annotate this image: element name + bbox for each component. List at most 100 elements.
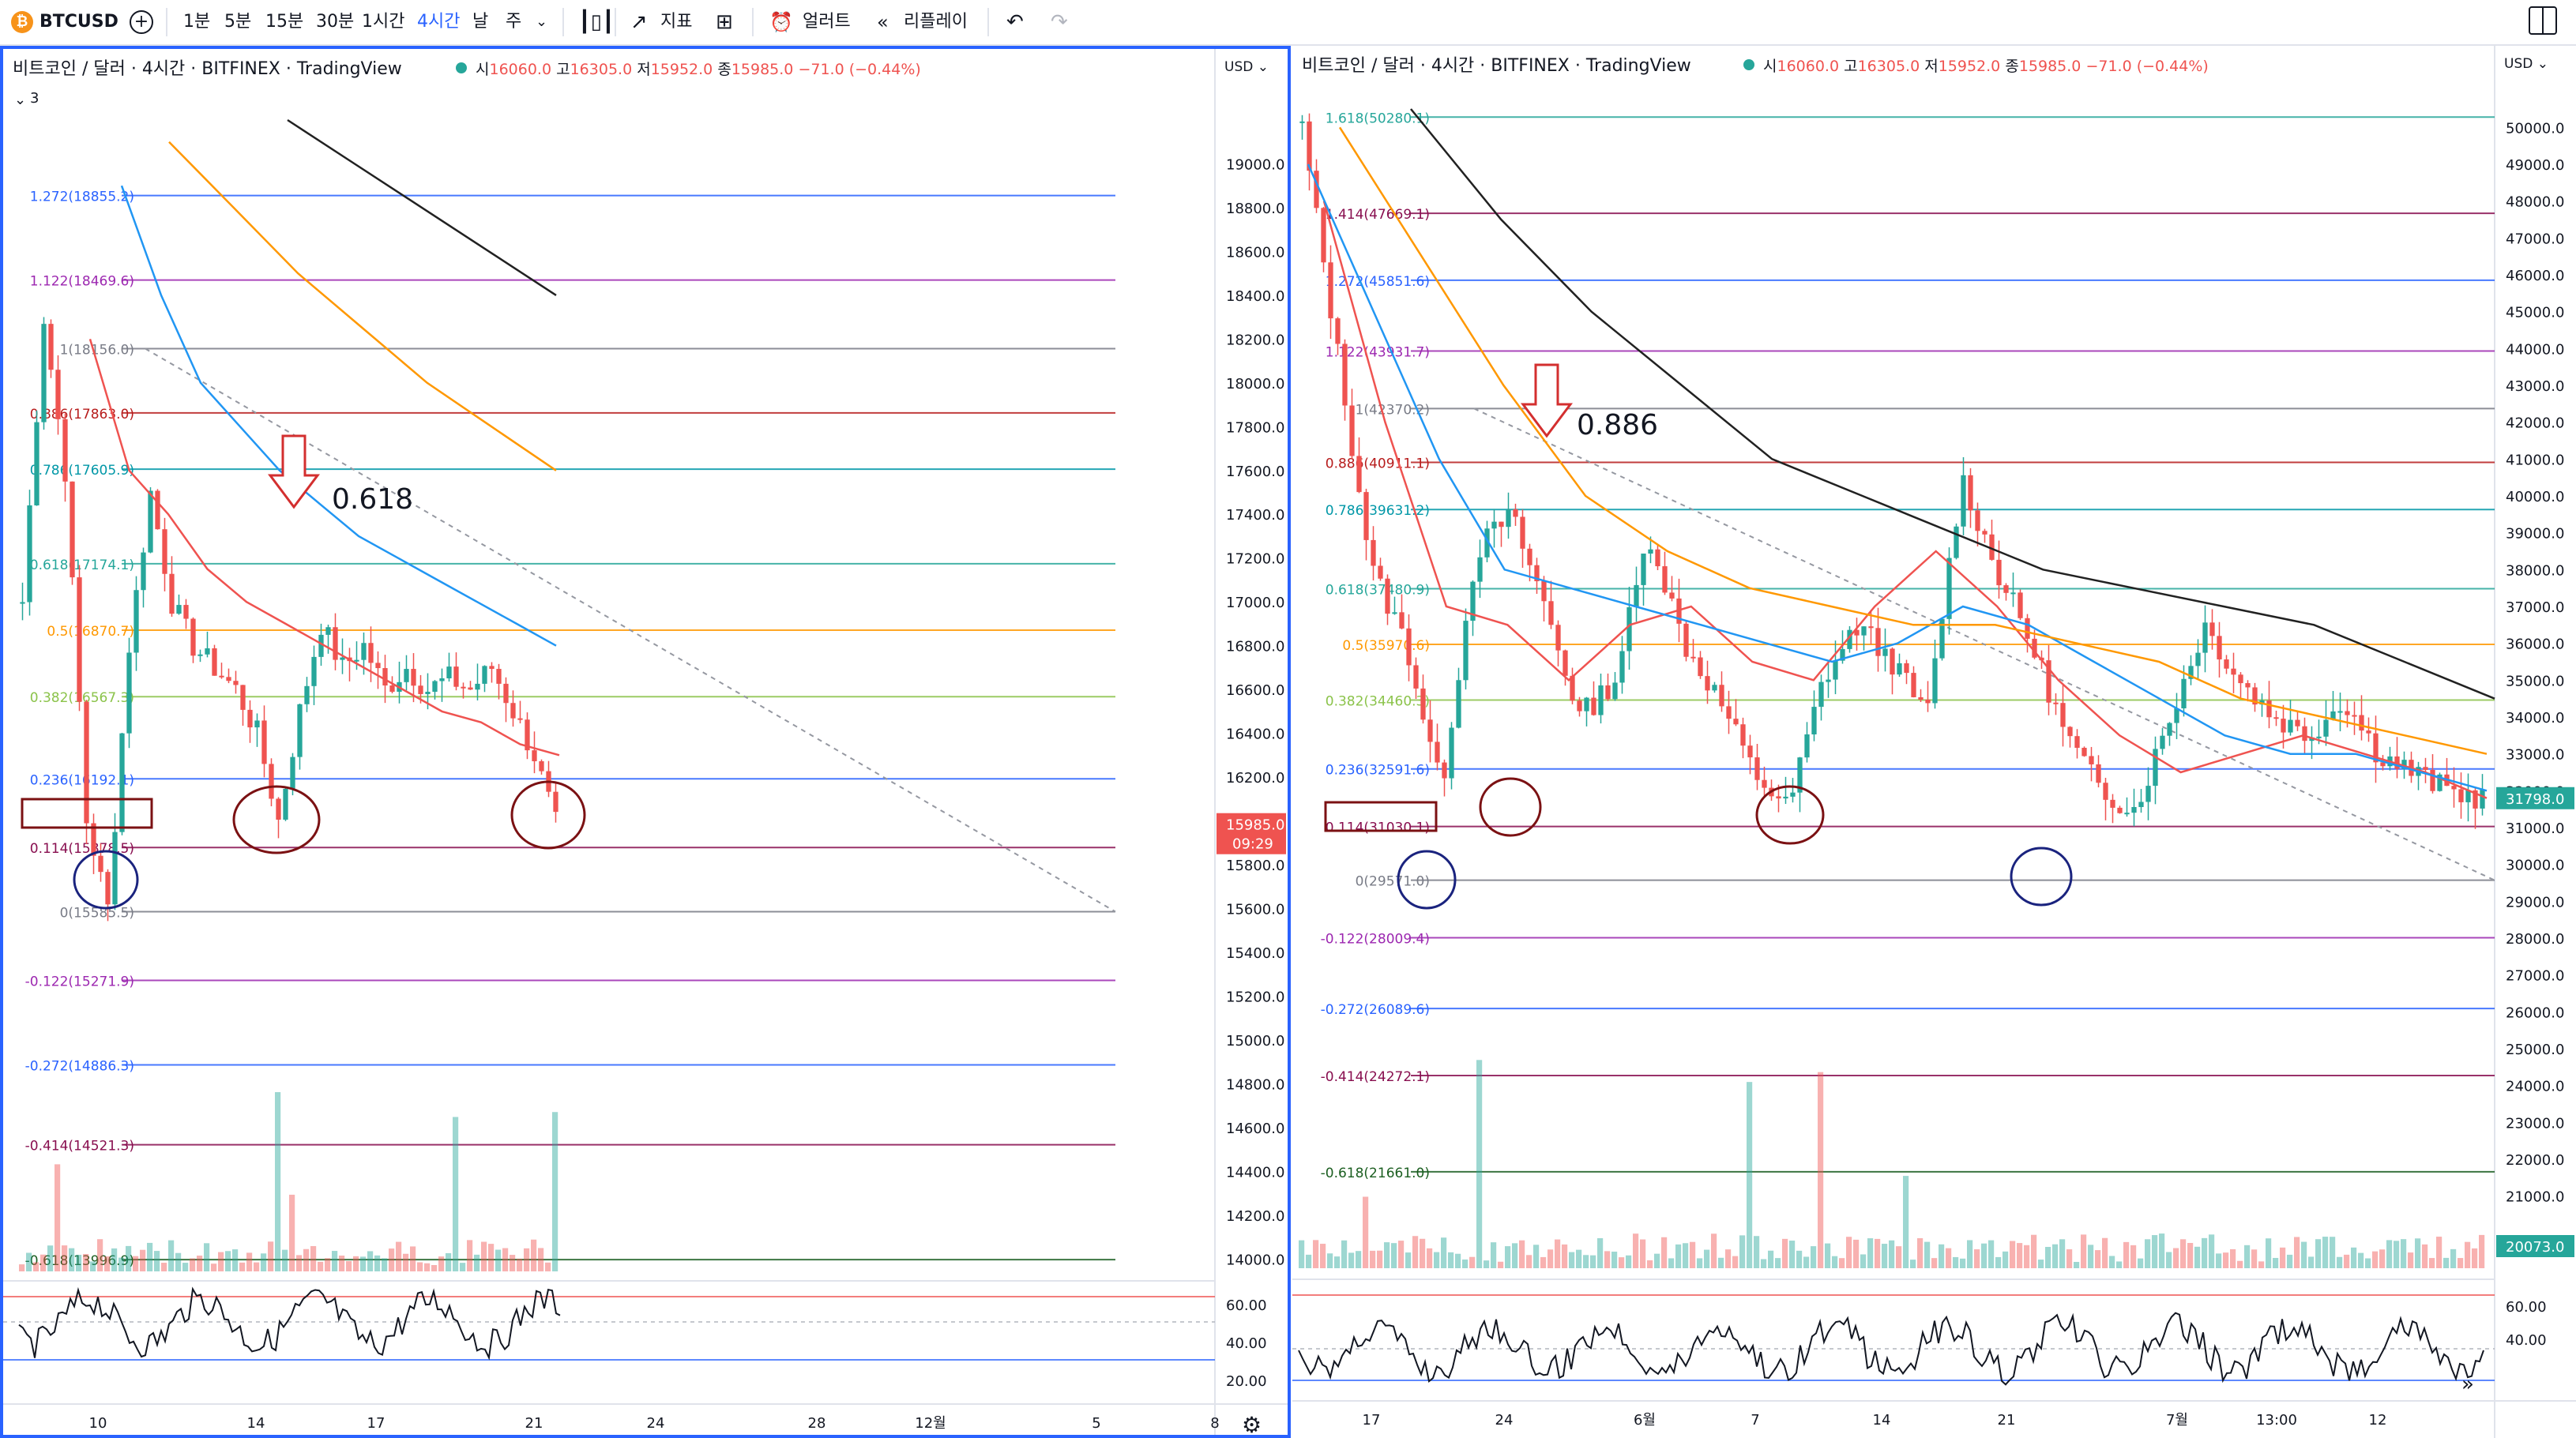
- volume-bar: [2337, 1256, 2343, 1268]
- volume-bar: [1882, 1244, 1888, 1268]
- volume-group: [1299, 1060, 2485, 1268]
- symbol-label[interactable]: BTCUSD: [39, 12, 118, 32]
- candle-body: [1783, 796, 1788, 799]
- volume-bar: [2123, 1241, 2130, 1268]
- chart-panel-right[interactable]: 비트코인 / 달러 · 4시간 · BITFINEX · TradingView…: [1292, 46, 2576, 1438]
- volume-bar: [1846, 1237, 1852, 1268]
- volume-bar: [2429, 1258, 2435, 1268]
- volume-bar: [1654, 1253, 1660, 1268]
- volume-bar: [2109, 1256, 2115, 1268]
- replay-icon[interactable]: «: [877, 11, 889, 33]
- moving-average-line: [287, 118, 557, 296]
- ohlc-label: 저: [1920, 58, 1939, 75]
- chart-panel-left[interactable]: 비트코인 / 달러 · 4시간 · BITFINEX · TradingView…: [0, 46, 1291, 1438]
- candle-body: [2330, 711, 2336, 720]
- gear-icon[interactable]: ⚙: [1242, 1412, 1262, 1435]
- chevron-down-icon[interactable]: ⌄: [14, 92, 26, 108]
- chart-svg-left[interactable]: 비트코인 / 달러 · 4시간 · BITFINEX · TradingView…: [3, 49, 1288, 1435]
- price-tick-label: 38000.0: [2506, 562, 2564, 579]
- replay-button[interactable]: 리플레이: [904, 12, 968, 32]
- chart-svg-right[interactable]: 비트코인 / 달러 · 4시간 · BITFINEX · TradingView…: [1292, 46, 2576, 1438]
- candle-body: [1598, 685, 1604, 715]
- volume-bar: [1619, 1257, 1625, 1268]
- price-tick-label: 15600.0: [1226, 901, 1284, 918]
- volume-bar: [261, 1253, 267, 1271]
- volume-bar: [1668, 1258, 1675, 1268]
- ohlc-value: 15952.0: [651, 61, 713, 78]
- candle-body: [2195, 652, 2201, 666]
- volume-bar: [2330, 1237, 2336, 1268]
- interval-day[interactable]: 날: [472, 12, 489, 32]
- candle-body: [98, 855, 103, 873]
- currency-label[interactable]: USD ⌄: [1224, 59, 1269, 75]
- fib-level-label: 0.236(16192.1): [30, 772, 134, 788]
- price-tick-label: 42000.0: [2506, 415, 2564, 432]
- add-symbol-icon[interactable]: +: [130, 10, 153, 34]
- candle-body: [1882, 648, 1888, 656]
- indicators-icon[interactable]: ↗: [630, 10, 648, 34]
- candle-body: [2458, 789, 2464, 802]
- volume-bar: [1697, 1258, 1703, 1268]
- candle-body: [1747, 745, 1753, 758]
- volume-bar: [2187, 1243, 2194, 1268]
- interval-15m[interactable]: 15분: [265, 12, 304, 32]
- currency-label[interactable]: USD ⌄: [2504, 56, 2548, 72]
- volume-bar: [1754, 1236, 1760, 1268]
- redo-icon[interactable]: ↷: [1051, 10, 1068, 34]
- fib-level-label: -0.272(14886.3): [25, 1058, 134, 1074]
- volume-bar: [2244, 1245, 2251, 1268]
- toolbar-separator: [987, 8, 989, 36]
- alert-icon[interactable]: ⏰: [769, 11, 793, 33]
- interval-30m[interactable]: 30분: [316, 12, 355, 32]
- candle-body: [432, 681, 438, 693]
- candle-body: [1442, 762, 1447, 779]
- price-tick-label: 34000.0: [2506, 710, 2564, 727]
- date-tick-label: 17: [367, 1415, 385, 1432]
- dashed-trendline: [145, 347, 1116, 913]
- ohlc-label: 종: [2000, 58, 2019, 75]
- undo-icon[interactable]: ↶: [1006, 10, 1024, 34]
- candle-body: [1406, 628, 1412, 666]
- candle-body: [1776, 796, 1781, 799]
- price-tick-label: 14200.0: [1226, 1208, 1284, 1225]
- date-tick-label: 21: [525, 1415, 543, 1432]
- interval-4h[interactable]: 4시간: [417, 12, 461, 32]
- volume-bar: [1640, 1239, 1646, 1268]
- volume-bar: [1476, 1060, 1483, 1268]
- last-price-value: 15985.0: [1226, 817, 1284, 834]
- interval-week[interactable]: 주: [506, 12, 522, 32]
- price-tick-label: 24000.0: [2506, 1079, 2564, 1095]
- candle-body: [1740, 724, 1746, 746]
- candle-body: [1932, 658, 1938, 704]
- price-tick-label: 26000.0: [2506, 1004, 2564, 1021]
- candle-body: [1470, 581, 1476, 621]
- alert-button[interactable]: 얼러트: [803, 12, 851, 32]
- layout-icon[interactable]: [2529, 6, 2557, 35]
- candles-icon[interactable]: ┃▯┃: [578, 10, 615, 34]
- ohlc-label: 저: [632, 61, 651, 78]
- templates-icon[interactable]: ⊞: [716, 10, 733, 34]
- interval-5m[interactable]: 5분: [224, 12, 252, 32]
- interval-1h[interactable]: 1시간: [362, 12, 405, 32]
- candle-body: [134, 590, 139, 653]
- candle-body: [2096, 764, 2101, 783]
- volume-bar: [1562, 1244, 1568, 1268]
- fib-annotation-label: 0.886: [1577, 409, 1658, 441]
- candle-body: [1804, 734, 1810, 758]
- volume-bar: [2017, 1243, 2023, 1268]
- volume-bar: [1853, 1239, 1860, 1268]
- volume-bar: [1981, 1243, 1987, 1268]
- chevron-down-icon[interactable]: ⌄: [536, 13, 548, 30]
- candle-body: [169, 573, 175, 614]
- candle-body: [290, 757, 295, 789]
- volume-bar: [182, 1263, 189, 1271]
- date-tick-label: 6월: [1634, 1412, 1656, 1429]
- price-tick-label: 16800.0: [1226, 639, 1284, 655]
- volume-bar: [2031, 1234, 2037, 1268]
- volume-bar: [318, 1261, 324, 1271]
- indicators-button[interactable]: 지표: [660, 12, 693, 32]
- scroll-right-icon[interactable]: »: [2461, 1372, 2474, 1396]
- volume-bar: [1818, 1072, 1824, 1268]
- candle-body: [2451, 786, 2457, 790]
- interval-1m[interactable]: 1분: [183, 12, 211, 32]
